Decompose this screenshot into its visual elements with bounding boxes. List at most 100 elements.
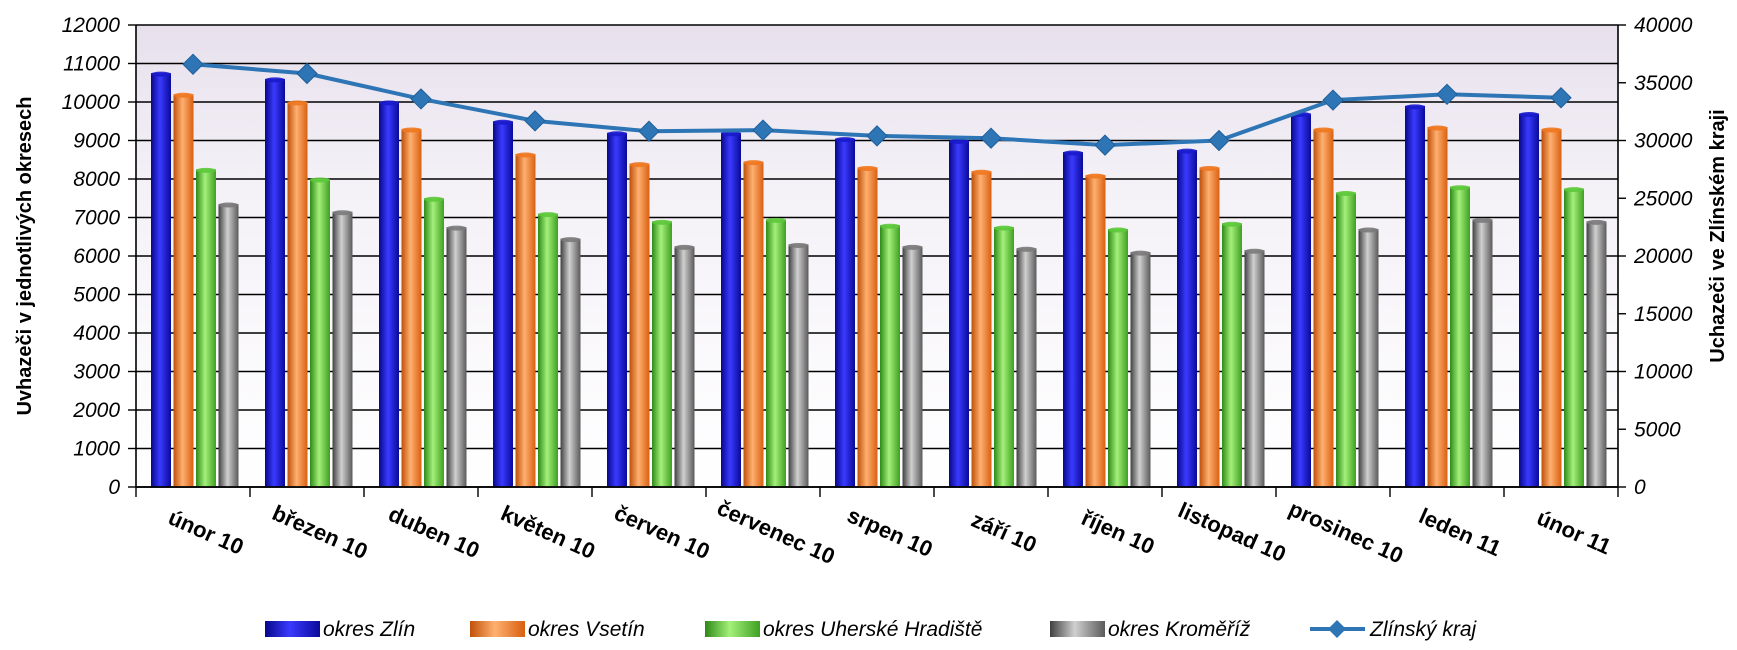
bar-body <box>1541 128 1562 487</box>
bar <box>1244 248 1265 487</box>
bar-cap <box>652 219 672 225</box>
bar-cap <box>1063 150 1083 156</box>
bar-body <box>835 138 855 487</box>
left-axis-ticks: 0 1000 2000 3000 4000 5000 6000 7000 8000 9000 100… <box>62 14 136 499</box>
line-point <box>638 120 660 142</box>
bar-cap <box>902 244 923 250</box>
bar <box>880 223 900 487</box>
bar-body <box>310 179 330 487</box>
bar-cap <box>1016 246 1037 252</box>
right-tick-label: 35000 <box>1634 72 1693 95</box>
bar-cap <box>994 225 1014 231</box>
line-point <box>1322 89 1344 111</box>
bar-body <box>1519 113 1539 488</box>
bar-cap <box>788 242 809 248</box>
right-tick-label: 0 <box>1634 476 1646 499</box>
bar <box>835 137 855 487</box>
bar <box>173 92 194 488</box>
bar-body <box>994 227 1014 487</box>
right-tick-label: 20000 <box>1633 245 1693 268</box>
left-tick-label: 4000 <box>73 322 120 345</box>
bar <box>674 244 695 487</box>
legend-label: okres Vsetín <box>528 618 645 641</box>
legend-label: okres Zlín <box>323 618 415 641</box>
bar-body <box>1177 150 1197 487</box>
bar <box>379 100 399 487</box>
category-label: září 10 <box>968 507 1041 558</box>
bar-body <box>721 132 741 488</box>
bar <box>1472 217 1493 488</box>
bar <box>1358 227 1379 488</box>
bar <box>721 131 741 488</box>
bar-cap <box>1358 227 1379 233</box>
bars <box>151 71 1607 488</box>
bar <box>265 77 285 488</box>
bar-cap <box>1472 217 1493 223</box>
line-point <box>296 62 318 85</box>
bar-cap <box>721 131 741 137</box>
bar-cap <box>151 71 171 77</box>
bar-cap <box>1427 125 1448 131</box>
bar <box>743 160 764 488</box>
bar-body <box>1222 223 1242 487</box>
bar-body <box>1358 229 1379 488</box>
legend-label: Zlínský kraj <box>1369 618 1478 641</box>
bar-body <box>446 227 467 487</box>
bar-body <box>1063 152 1083 488</box>
bar <box>493 119 513 487</box>
bar-body <box>788 244 809 487</box>
bar-cap <box>379 100 399 106</box>
bar <box>1564 187 1584 487</box>
bar-cap <box>332 210 353 216</box>
bar-body <box>1405 105 1425 487</box>
bar-body <box>1450 186 1470 487</box>
bar-body <box>1427 127 1448 488</box>
bar-body <box>1016 248 1037 487</box>
legend-swatch <box>470 621 525 637</box>
bar-cap <box>493 119 513 125</box>
bar <box>1085 173 1106 487</box>
bar <box>1336 190 1356 487</box>
left-tick-label: 6000 <box>73 245 120 268</box>
legend-swatch <box>705 621 760 637</box>
bar <box>857 165 878 487</box>
bar <box>607 131 627 488</box>
bar-body <box>1244 250 1265 487</box>
bar <box>560 237 581 487</box>
line-point <box>866 125 888 147</box>
bar <box>1541 127 1562 487</box>
bar-cap <box>1222 221 1242 227</box>
bar-body <box>332 211 353 487</box>
bar <box>1016 246 1037 487</box>
legend-item: Zlínský kraj <box>1310 618 1478 641</box>
bar-cap <box>401 127 422 133</box>
bar-cap <box>674 244 695 250</box>
line-point <box>524 110 546 132</box>
left-tick-label: 3000 <box>73 361 120 384</box>
bar-body <box>287 102 308 487</box>
left-tick-label: 12000 <box>62 14 121 37</box>
bar <box>446 225 467 487</box>
left-tick-label: 10000 <box>62 91 121 114</box>
legend-label: okres Kroměříž <box>1108 618 1251 641</box>
bar-body <box>218 204 239 487</box>
line-point <box>1208 129 1230 152</box>
left-tick-label: 11000 <box>63 53 120 76</box>
bar-body <box>1564 188 1584 487</box>
bar <box>1313 127 1334 487</box>
line-point <box>1550 87 1572 109</box>
bar-cap <box>971 169 992 175</box>
left-tick-label: 5000 <box>73 284 120 307</box>
bar <box>287 100 308 487</box>
bar-cap <box>1519 112 1539 118</box>
left-tick-label: 9000 <box>73 130 120 153</box>
line-point <box>1436 83 1458 106</box>
category-label: listopad 10 <box>1174 497 1289 567</box>
bar-body <box>1130 252 1151 487</box>
category-label: květen 10 <box>497 500 599 564</box>
bar <box>1222 221 1242 487</box>
bar <box>1519 112 1539 488</box>
bar-cap <box>1541 127 1562 133</box>
bar-cap <box>1336 190 1356 196</box>
bar <box>1130 250 1151 487</box>
